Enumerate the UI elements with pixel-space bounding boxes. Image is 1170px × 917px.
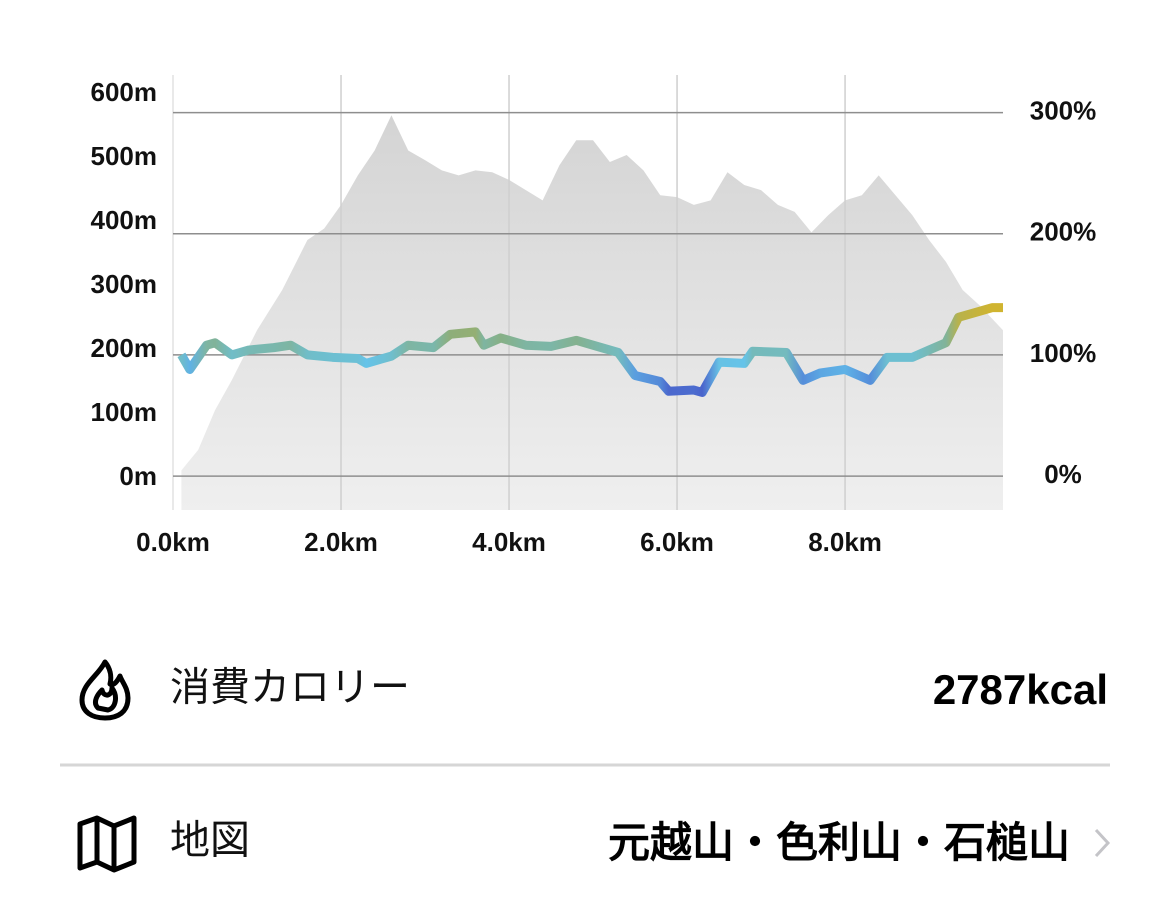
calorie-row: 消費カロリー 2787kcal	[79, 659, 1108, 721]
x-tick-label: 4.0km	[472, 527, 546, 557]
y-tick-label: 500m	[91, 141, 158, 171]
chart: 0m 100m 200m 300m 400m 500m 600m 0% 100% 200% 300%…	[91, 75, 1097, 557]
chevron	[1094, 828, 1111, 858]
y-tick-label: 300m	[91, 269, 158, 299]
y-tick-label: 600m	[91, 77, 158, 107]
y2-tick-label: 100%	[1030, 338, 1097, 368]
map-icon	[77, 815, 137, 873]
x-tick-label: 6.0km	[640, 527, 714, 557]
flame-icon	[79, 659, 131, 721]
ratio-line	[177, 303, 1003, 397]
row-value: 元越山・色利山・石槌山	[608, 819, 1070, 866]
elevation-area	[181, 115, 1003, 511]
row-label: 地図	[170, 819, 250, 863]
x-tick-label: 0.0km	[136, 527, 210, 557]
row-value: 2787kcal	[933, 666, 1108, 713]
y-tick-label: 200m	[91, 333, 158, 363]
x-tick-label: 2.0km	[304, 527, 378, 557]
y2-tick-label: 0%	[1044, 459, 1082, 489]
x-tick-label: 8.0km	[808, 527, 882, 557]
y2-tick-label: 200%	[1030, 217, 1097, 247]
y-tick-label: 100m	[91, 397, 158, 427]
y2-tick-label: 300%	[1030, 95, 1097, 125]
y-tick-label: 0m	[119, 461, 157, 491]
y-tick-label: 400m	[91, 205, 158, 235]
row-label: 消費カロリー	[170, 666, 410, 710]
map-row[interactable]: 地図 元越山・色利山・石槌山	[77, 815, 1111, 873]
